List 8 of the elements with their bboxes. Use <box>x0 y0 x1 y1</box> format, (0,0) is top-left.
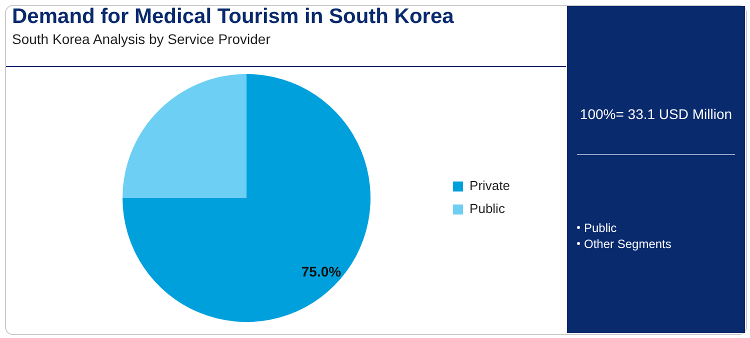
text: Public <box>584 221 617 235</box>
text: 100%= 33.1 USD Million <box>578 106 734 122</box>
chart-subtitle: South Korea Analysis by Service Provider <box>12 31 270 47</box>
data-label: 75.0% <box>301 264 342 280</box>
legend-label: Private <box>470 178 510 194</box>
text: Other Segments <box>584 237 672 251</box>
chart-title: Demand for Medical Tourism in South Korea <box>12 5 454 29</box>
legend-label: Public <box>470 201 506 216</box>
